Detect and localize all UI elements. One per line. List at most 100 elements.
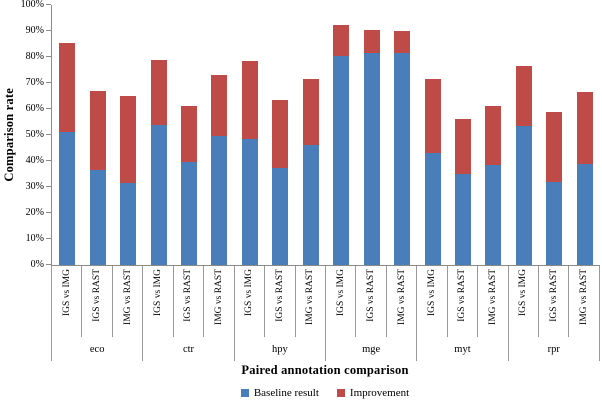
legend-item-improvement: Improvement: [336, 387, 409, 399]
category-label: IGS vs RAST: [92, 269, 103, 322]
bar-group-myt: [417, 5, 508, 265]
baseline-segment: [180, 162, 197, 265]
stacked-bar: [363, 5, 380, 265]
baseline-segment: [89, 170, 106, 265]
baseline-segment: [59, 132, 76, 265]
category-label: IGS vs RAST: [274, 269, 285, 322]
category-cell: IGS vs RAST: [356, 266, 387, 337]
improvement-segment: [272, 99, 289, 168]
y-tick-label: 10%: [25, 233, 44, 244]
y-tick-label: 70%: [25, 77, 44, 88]
bar-cell: [174, 5, 204, 265]
plot-area: [51, 5, 600, 266]
bar-group-rpr: [509, 5, 600, 265]
y-tick-label: 80%: [25, 51, 44, 62]
y-tick-mark: [46, 264, 51, 265]
y-tick-label: 90%: [25, 25, 44, 36]
improvement-segment: [363, 29, 380, 54]
y-tick-mark: [46, 4, 51, 5]
improvement-segment: [302, 79, 319, 146]
category-label: IGS vs IMG: [518, 269, 529, 316]
category-label: IGS vs IMG: [153, 269, 164, 316]
y-tick-label: 100%: [20, 0, 44, 10]
bar-cell: [417, 5, 447, 265]
improvement-segment: [394, 31, 411, 54]
baseline-segment: [394, 53, 411, 265]
legend-item-baseline: Baseline result: [240, 387, 319, 399]
baseline-segment: [546, 181, 563, 265]
baseline-segment: [333, 55, 350, 265]
stacked-bar: [576, 5, 593, 265]
category-label: IGS vs IMG: [61, 269, 72, 316]
improvement-segment: [211, 75, 228, 137]
baseline-segment: [485, 164, 502, 265]
category-label: IMG vs RAST: [213, 269, 224, 325]
bar-group-ctr: [143, 5, 234, 265]
stacked-bar: [394, 5, 411, 265]
bar-cell: [387, 5, 417, 265]
improvement-segment: [576, 92, 593, 164]
group-label-hpy: hpy: [235, 337, 326, 361]
category-cell: IGS vs IMG: [417, 266, 448, 337]
stacked-bar: [150, 5, 167, 265]
category-label: IGS vs IMG: [244, 269, 255, 316]
category-label: IGS vs RAST: [366, 269, 377, 322]
bar-cell: [113, 5, 143, 265]
category-label: IMG vs RAST: [305, 269, 316, 325]
stacked-bar: [333, 5, 350, 265]
y-tick-label: 50%: [25, 129, 44, 140]
bar-cell: [356, 5, 386, 265]
bar-cell: [204, 5, 234, 265]
category-label: IGS vs RAST: [183, 269, 194, 322]
category-cell: IGS vs IMG: [52, 266, 83, 337]
stacked-bar: [485, 5, 502, 265]
baseline-segment: [363, 53, 380, 265]
stacked-bar: [211, 5, 228, 265]
group-label-ctr: ctr: [143, 337, 235, 361]
stacked-bar: [302, 5, 319, 265]
category-cell: IMG vs RAST: [296, 266, 326, 337]
group-label-mge: mge: [326, 337, 418, 361]
category-cell: IGS vs RAST: [448, 266, 479, 337]
bar-group-mge: [326, 5, 417, 265]
improvement-swatch-icon: [336, 389, 345, 397]
category-cell: IGS vs RAST: [539, 266, 570, 337]
baseline-segment: [211, 136, 228, 265]
improvement-segment: [454, 119, 471, 174]
bar-cell: [143, 5, 173, 265]
baseline-segment: [272, 167, 289, 265]
stacked-bar: [515, 5, 532, 265]
bar-group-eco: [52, 5, 143, 265]
category-label: IGS vs RAST: [457, 269, 468, 322]
baseline-segment: [150, 124, 167, 265]
improvement-segment: [89, 90, 106, 171]
y-tick-label: 30%: [25, 181, 44, 192]
bar-cell: [265, 5, 295, 265]
stacked-bar: [180, 5, 197, 265]
category-cell: IMG vs RAST: [113, 266, 144, 337]
stacked-bar: [59, 5, 76, 265]
group-label-rpr: rpr: [509, 337, 600, 361]
category-cell: IGS vs RAST: [174, 266, 205, 337]
y-tick-label: 20%: [25, 207, 44, 218]
y-tick-mark: [46, 108, 51, 109]
group-label-myt: myt: [417, 337, 509, 361]
category-label: IMG vs RAST: [579, 269, 590, 325]
category-cell: IMG vs RAST: [569, 266, 600, 337]
improvement-segment: [59, 42, 76, 133]
improvement-segment: [515, 66, 532, 126]
stacked-bar: [424, 5, 441, 265]
bar-cell: [326, 5, 356, 265]
baseline-segment: [576, 163, 593, 265]
y-tick-mark: [46, 212, 51, 213]
legend-label-baseline: Baseline result: [253, 387, 319, 399]
category-cell: IGS vs IMG: [326, 266, 357, 337]
category-label-row: IGS vs IMG IGS vs RAST IMG vs RAST IGS vs I…: [51, 266, 600, 337]
bar-cell: [82, 5, 112, 265]
y-tick-mark: [46, 56, 51, 57]
y-tick-mark: [46, 82, 51, 83]
group-label-eco: eco: [52, 337, 144, 361]
bar-cell: [235, 5, 265, 265]
y-tick-labels: 0% 10% 20% 30% 40% 50% 60% 70% 80% 90% 100%: [0, 0, 44, 270]
improvement-segment: [424, 79, 441, 154]
